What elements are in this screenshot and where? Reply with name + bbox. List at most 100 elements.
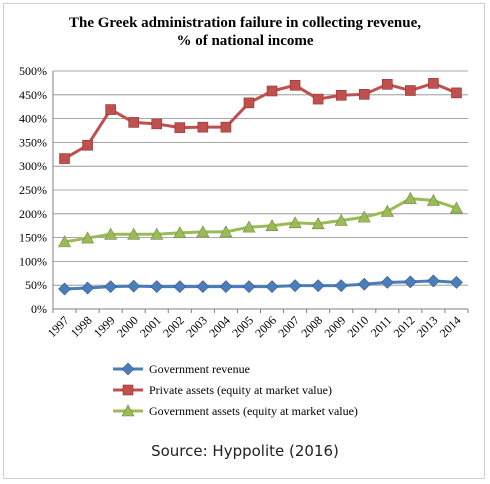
x-tick-label: 2013 [414, 313, 441, 340]
data-point [357, 210, 371, 223]
data-point [265, 280, 279, 294]
data-point [428, 78, 439, 89]
x-tick-label: 2012 [391, 313, 418, 340]
y-tick-label: 350% [19, 135, 47, 149]
data-point [289, 79, 301, 91]
series-line [64, 197, 457, 244]
data-point [219, 280, 233, 294]
data-point [449, 201, 463, 214]
data-point [265, 219, 279, 231]
x-tick-label: 2006 [252, 313, 279, 340]
data-point [380, 275, 394, 289]
chart-title-line-1: The Greek administration failure in coll… [69, 15, 421, 31]
data-point [380, 204, 394, 217]
chart-title-line-2: % of national income [176, 33, 313, 49]
legend-label: Private assets (equity at market value) [149, 383, 332, 397]
data-point [266, 85, 278, 97]
data-point [105, 104, 116, 115]
data-point [405, 85, 416, 96]
legend-item: Government revenue [113, 362, 250, 376]
x-tick-label: 2011 [368, 313, 395, 340]
x-tick-label: 2010 [345, 313, 372, 340]
x-tick-label: 2014 [437, 313, 464, 340]
x-tick-label: 2009 [321, 313, 348, 340]
data-point [311, 279, 325, 293]
data-point [173, 280, 187, 294]
data-point [81, 231, 95, 244]
data-point [288, 216, 302, 229]
data-point [59, 153, 70, 164]
data-point [288, 279, 302, 293]
data-point [426, 193, 440, 206]
data-point [128, 117, 139, 128]
data-point [311, 217, 325, 230]
series-1 [58, 274, 463, 296]
x-tick-labels: 1997199819992000200120022003200420052006… [45, 313, 464, 340]
data-point [312, 93, 324, 105]
legend-swatch-marker [122, 384, 134, 396]
legend-label: Government assets (equity at market valu… [149, 404, 358, 418]
data-point [196, 280, 210, 294]
legend: Government revenue Private assets (equity… [113, 362, 358, 418]
source-caption: Source: Hyppolite (2016) [151, 442, 339, 460]
data-point [104, 227, 118, 240]
series-2 [59, 78, 462, 164]
series-group [58, 78, 463, 296]
data-point [382, 79, 393, 90]
data-point [104, 280, 118, 294]
series-3 [58, 191, 463, 248]
y-tick-label: 200% [19, 207, 47, 221]
data-point [174, 122, 186, 133]
data-point [335, 89, 347, 101]
legend-item: Government assets (equity at market valu… [113, 404, 358, 418]
data-point [82, 139, 93, 151]
data-point [150, 227, 164, 240]
legend-item: Private assets (equity at market value) [113, 383, 332, 397]
data-point [196, 225, 210, 238]
data-point [451, 87, 462, 99]
x-tick-label: 2003 [183, 313, 210, 340]
legend-label: Government revenue [149, 362, 250, 376]
x-tick-label: 1999 [91, 313, 118, 340]
x-tick-label: 2005 [229, 313, 256, 340]
x-tick-label: 2001 [137, 313, 164, 340]
x-tick-label: 2002 [160, 313, 187, 340]
data-point [450, 275, 463, 289]
y-tick-label: 100% [19, 254, 47, 268]
data-point [81, 281, 95, 295]
y-tick-label: 500% [19, 64, 47, 78]
data-point [357, 277, 371, 291]
data-point [197, 121, 209, 133]
data-point [403, 275, 417, 289]
x-tick-label: 2004 [206, 313, 233, 340]
data-point [334, 279, 348, 293]
x-tick-label: 1998 [68, 313, 95, 340]
data-point [173, 226, 187, 239]
y-tick-label: 150% [19, 231, 47, 245]
data-point [243, 97, 255, 109]
legend-swatch-marker [121, 404, 135, 417]
y-tick-label: 300% [19, 159, 47, 173]
gridlines [53, 70, 468, 286]
data-point [334, 213, 348, 226]
y-tick-label: 400% [19, 112, 47, 126]
x-tick-label: 2007 [275, 313, 302, 340]
y-tick-labels: 0% 50% 100% 150% 200% 250% 300% 350% 400% 450% 500… [19, 64, 47, 316]
data-point [150, 280, 164, 294]
x-tick-label: 2000 [114, 313, 141, 340]
y-tick-label: 450% [19, 88, 47, 102]
data-point [58, 282, 71, 296]
y-tick-label: 50% [25, 278, 47, 292]
data-point [151, 118, 163, 130]
data-point [127, 227, 141, 240]
data-point [219, 225, 233, 238]
data-point [220, 121, 232, 133]
data-point [358, 89, 370, 100]
x-tick-label: 2008 [298, 313, 325, 340]
legend-swatch-marker [121, 362, 135, 376]
data-point [58, 235, 72, 248]
data-point [242, 220, 256, 233]
data-point [242, 280, 256, 294]
y-tick-label: 0% [31, 302, 47, 316]
y-tick-label: 250% [19, 183, 47, 197]
